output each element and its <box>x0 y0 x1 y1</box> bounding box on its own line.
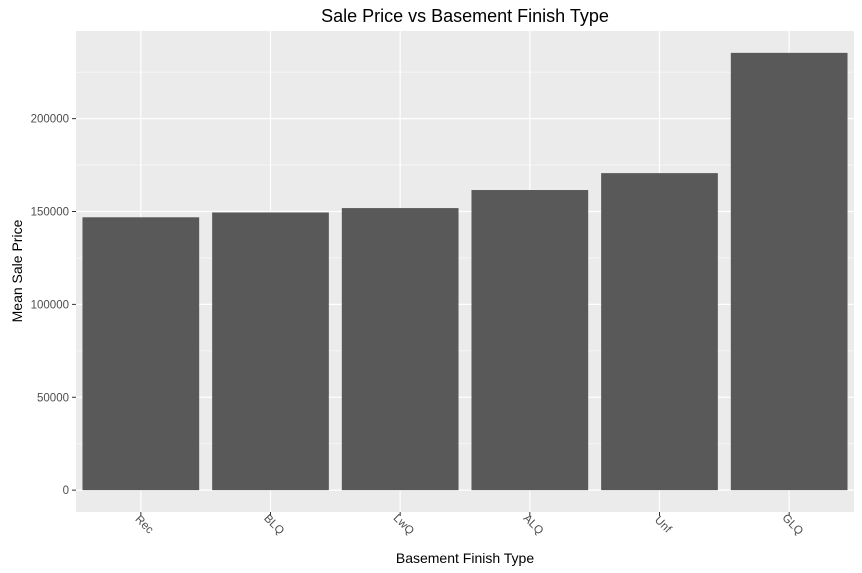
bars <box>82 52 848 491</box>
grid-minor <box>76 71 854 445</box>
x-tick-label: ALQ <box>521 512 546 537</box>
y-tick-label: 100000 <box>31 299 69 311</box>
y-tick-label: 50000 <box>37 392 69 404</box>
bar <box>601 173 718 491</box>
x-tick-label: BLQ <box>261 512 286 537</box>
bar <box>471 190 589 491</box>
bar <box>212 212 329 491</box>
bar <box>341 208 459 491</box>
y-tick-label: 150000 <box>31 207 69 219</box>
chart-title: Sale Price vs Basement Finish Type <box>321 6 609 26</box>
x-axis-title: Basement Finish Type <box>396 550 534 566</box>
x-tick-label: GLQ <box>779 512 805 538</box>
x-tick-label: LwQ <box>391 512 416 537</box>
bar <box>730 52 848 491</box>
x-axis: Rec BLQ LwQ ALQ Unf GLQ <box>132 512 805 538</box>
bar <box>82 217 200 491</box>
x-tick-label: Rec <box>132 513 155 536</box>
y-axis-title: Mean Sale Price <box>9 219 25 322</box>
y-axis: 0 50000 100000 150000 200000 <box>31 114 76 497</box>
y-tick-label: 200000 <box>31 114 69 126</box>
x-tick-label: Unf <box>652 514 674 536</box>
y-tick-label: 0 <box>63 485 69 497</box>
plot-panel <box>76 31 854 512</box>
